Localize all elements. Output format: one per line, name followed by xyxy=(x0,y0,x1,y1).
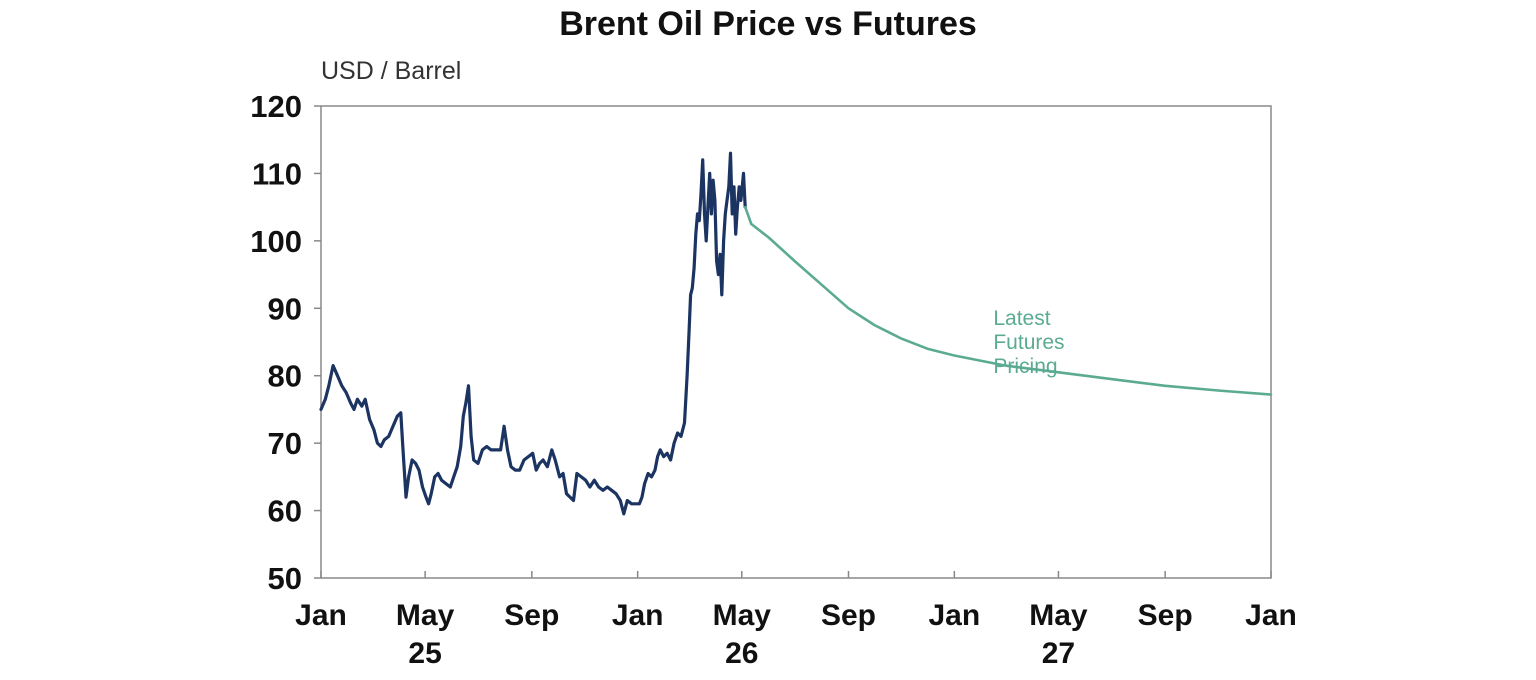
x-tick-label: May xyxy=(396,599,455,632)
x-tick-label: Sep xyxy=(1138,599,1193,632)
y-tick-label: 70 xyxy=(268,426,302,461)
y-axis-unit-label: USD / Barrel xyxy=(321,57,461,85)
x-tick-label: Sep xyxy=(821,599,876,632)
series-layer xyxy=(319,151,1273,516)
x-tick-label: Jan xyxy=(612,599,664,632)
y-axis: 50 60 70 80 90 100 110 120 xyxy=(250,89,321,596)
y-tick-label: 100 xyxy=(250,224,302,259)
x-tick-label: Jan xyxy=(295,599,347,632)
y-tick-label: 120 xyxy=(250,89,302,124)
futures-annotation: Latest Futures Pricing xyxy=(993,307,1064,378)
y-tick-label: 90 xyxy=(268,291,302,326)
x-tick-label: Sep xyxy=(504,599,559,632)
futures-series-line xyxy=(743,205,1273,396)
x-tick-label: Jan xyxy=(1245,599,1297,632)
y-tick-label: 80 xyxy=(268,359,302,394)
x-tick-label: Jan xyxy=(928,599,980,632)
x-year-label: 26 xyxy=(725,637,758,670)
plot-frame xyxy=(320,105,1272,579)
y-tick-label: 50 xyxy=(268,561,302,596)
price-series-line xyxy=(319,151,747,516)
x-tick-label: May xyxy=(1029,599,1088,632)
x-axis: Jan May Sep Jan May Sep Jan May Sep Jan 25 26 27 xyxy=(295,571,1297,670)
x-tick-label: May xyxy=(713,599,772,632)
chart-title: Brent Oil Price vs Futures xyxy=(559,5,977,43)
x-year-label: 27 xyxy=(1042,637,1075,670)
y-tick-label: 60 xyxy=(268,494,302,529)
x-year-label: 25 xyxy=(408,637,441,670)
y-tick-label: 110 xyxy=(252,156,302,191)
annotation-layer: Latest Futures Pricing xyxy=(993,307,1064,378)
